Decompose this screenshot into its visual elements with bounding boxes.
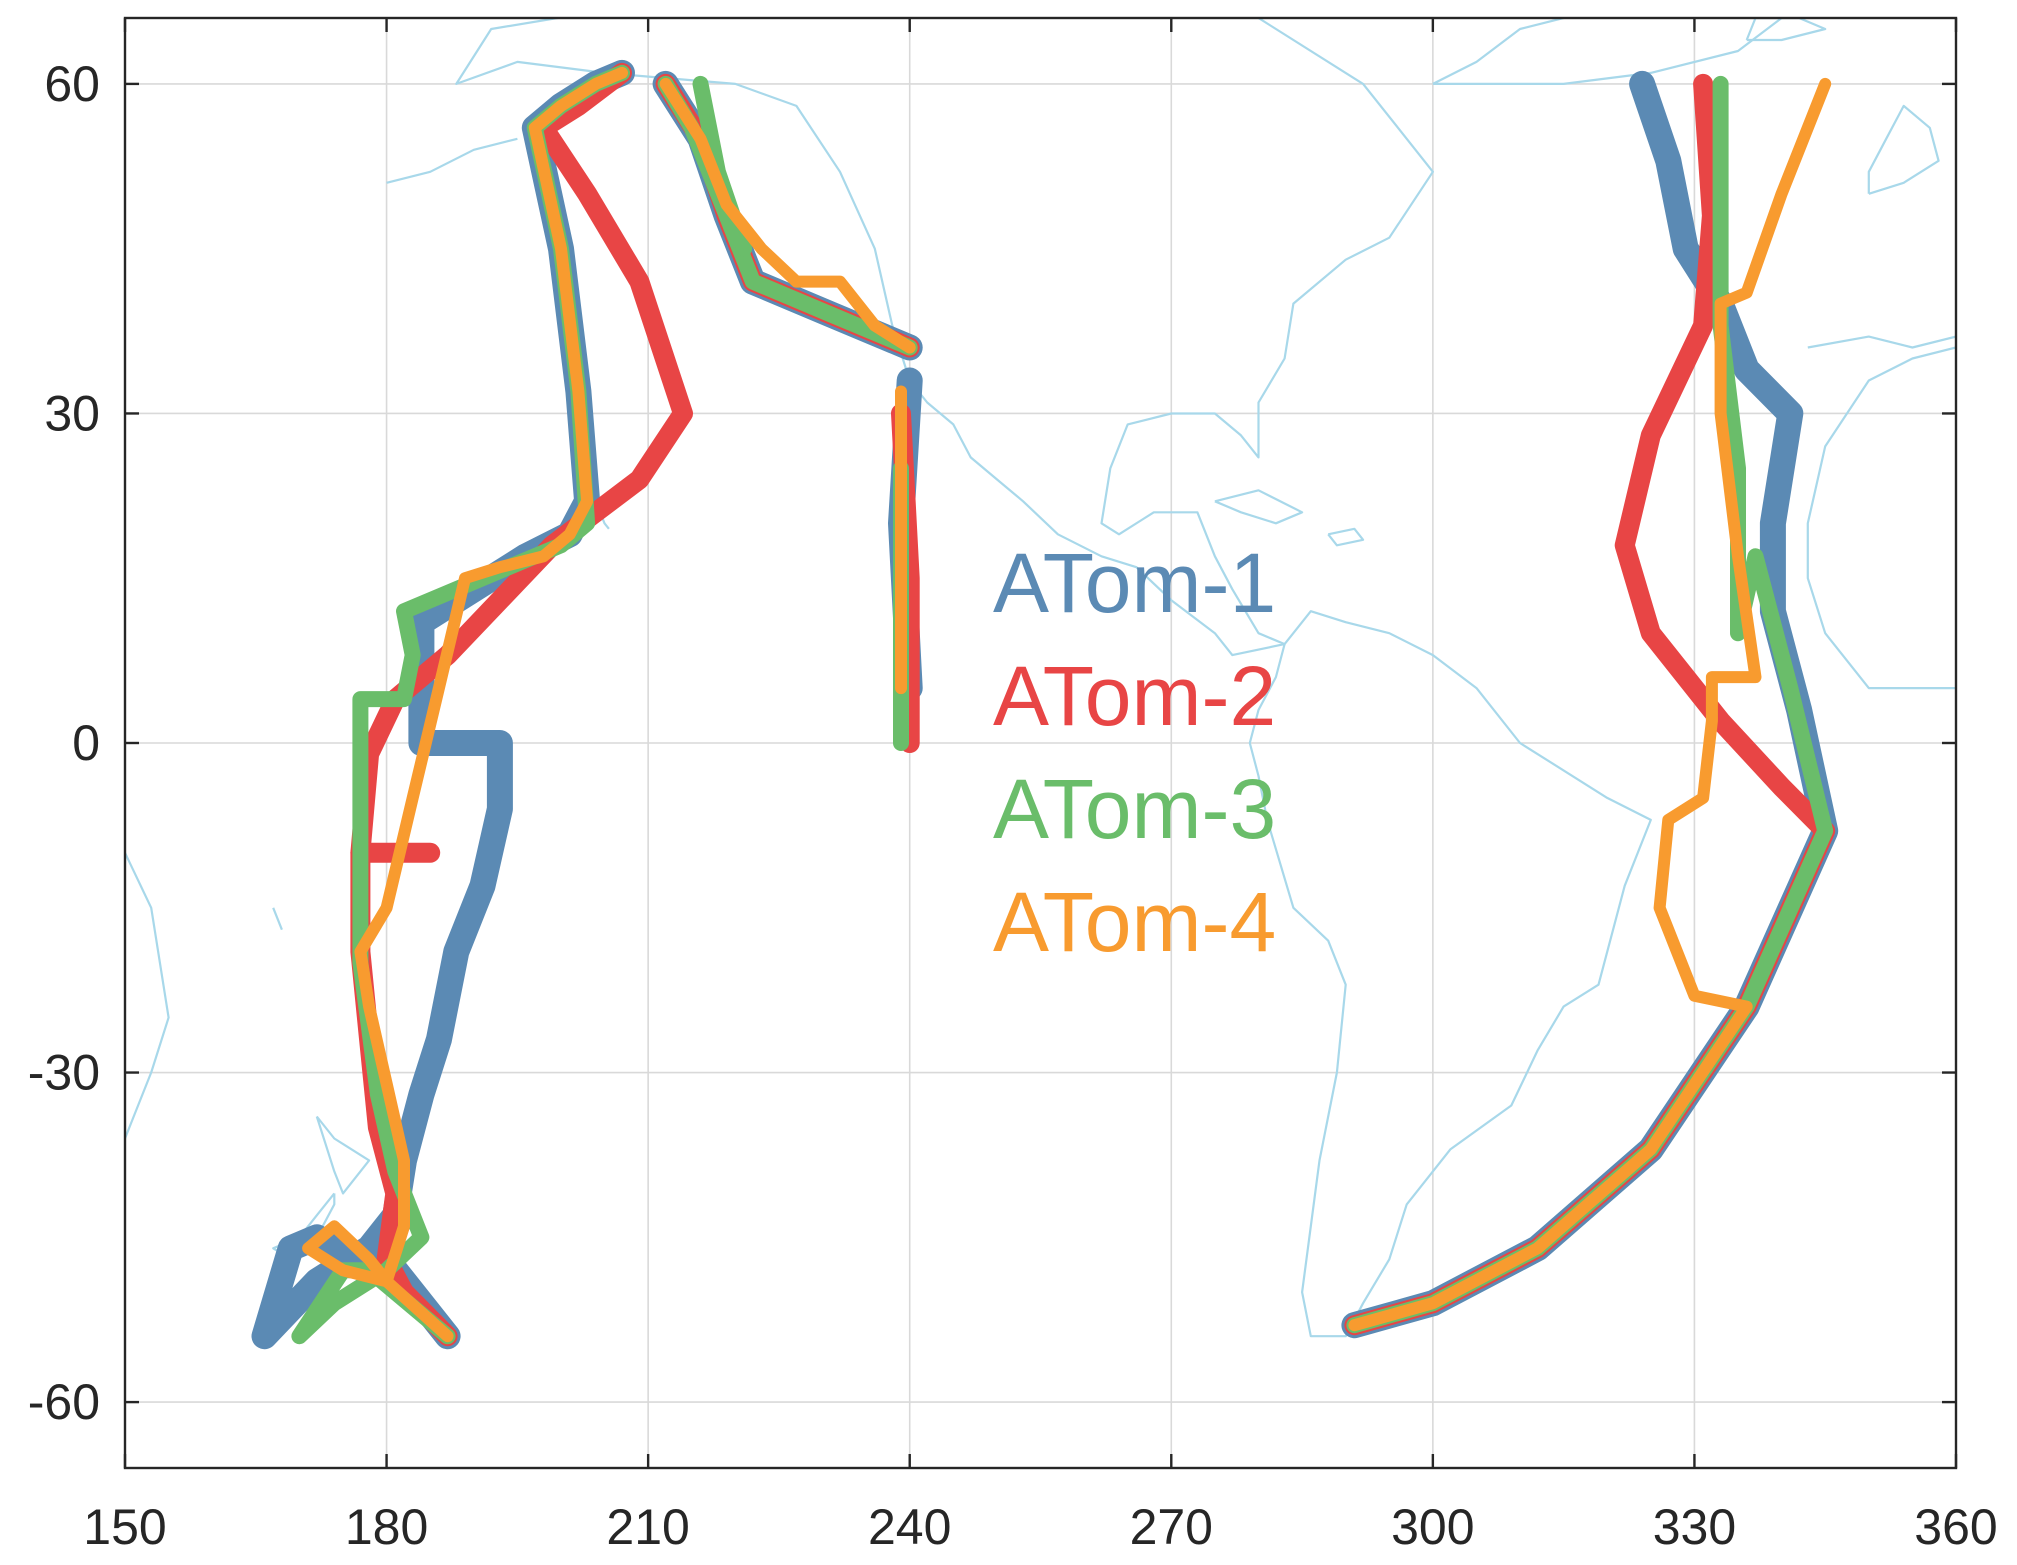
coast-africa-west <box>1806 346 1956 690</box>
coast-pacific-islands <box>272 907 283 931</box>
legend-entry-atom-3: ATom-3 <box>993 762 1276 856</box>
coast-iceland <box>1745 18 1827 42</box>
coast-africa <box>1807 335 1956 349</box>
coast-hispaniola <box>1327 527 1365 547</box>
coast-cuba <box>1214 489 1304 525</box>
y-tick-label: -60 <box>28 1374 100 1430</box>
track-atom-4 <box>302 66 1832 1343</box>
x-tick-label: 300 <box>1391 1499 1474 1555</box>
coastline-layer <box>125 18 1956 1338</box>
flight-tracks <box>251 59 1839 1350</box>
y-tick-label: 30 <box>44 385 100 441</box>
x-tick-label: 180 <box>345 1499 428 1555</box>
track-segment <box>302 66 628 1343</box>
legend-entry-atom-1: ATom-1 <box>993 536 1276 630</box>
axis-ticks: 150 180 210 240 270 300 330 360 -60 -30 0 30 60 <box>28 18 1998 1555</box>
coast-alaska-peninsula <box>386 137 518 184</box>
track-segment <box>1348 77 1832 1332</box>
x-tick-label: 360 <box>1914 1499 1997 1555</box>
x-tick-label: 150 <box>83 1499 166 1555</box>
x-tick-label: 270 <box>1130 1499 1213 1555</box>
coast-australia <box>125 852 170 1139</box>
legend-entry-atom-4: ATom-4 <box>993 875 1276 969</box>
y-tick-label: -30 <box>28 1045 100 1101</box>
x-tick-label: 330 <box>1653 1499 1736 1555</box>
track-segment <box>659 77 916 354</box>
coast-north-america <box>455 18 1434 657</box>
coast-new-zealand-north <box>315 1115 371 1195</box>
legend-entry-atom-2: ATom-2 <box>993 649 1276 743</box>
x-tick-label: 210 <box>606 1499 689 1555</box>
coast-greenland <box>1432 18 1783 85</box>
legend: ATom-1 ATom-2 ATom-3 ATom-4 <box>993 536 1276 969</box>
x-tick-label: 240 <box>868 1499 951 1555</box>
y-tick-label: 60 <box>44 56 100 112</box>
coast-uk <box>1867 104 1940 195</box>
y-tick-label: 0 <box>72 715 100 771</box>
coast-south-america <box>1248 610 1652 1338</box>
